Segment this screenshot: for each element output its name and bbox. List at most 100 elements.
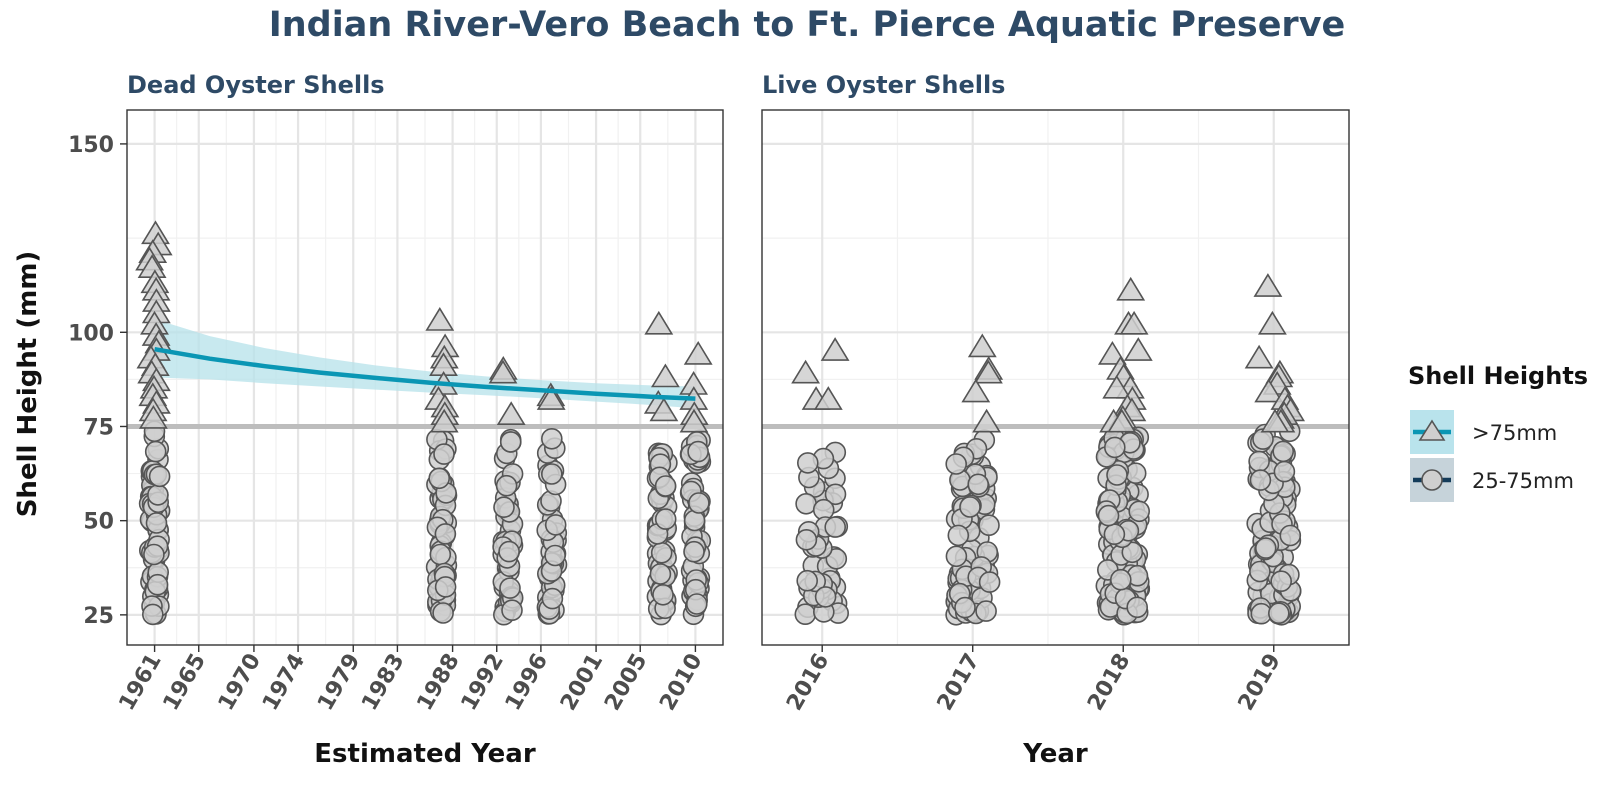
legend: Shell Heights >75mm 25-75mm [1408,362,1588,502]
point-above-75mm [425,307,455,331]
point-group [1095,276,1153,626]
point-25-75mm [1249,560,1271,583]
point-above-75mm [1254,378,1284,403]
plot-content [791,273,1306,626]
point-25-75mm [493,496,515,519]
x-tick-label: 1965 [159,650,211,716]
point-25-75mm [1121,541,1144,564]
chart-title: Indian River-Vero Beach to Ft. Pierce Aq… [269,5,1346,45]
x-tick-label: 1996 [501,650,553,716]
point-above-75mm [972,408,1002,433]
point-group [791,337,850,626]
x-tick-label: 1979 [313,650,365,716]
point-above-75mm [1257,310,1287,335]
point-25-75mm [654,475,677,497]
point-above-75mm [1123,337,1153,361]
x-tick-label: 2018 [1083,650,1135,716]
point-25-75mm [145,512,168,534]
point-25-75mm [495,474,518,497]
panel-border [761,109,1350,646]
point-above-75mm [1107,408,1137,433]
legend-title: Shell Heights [1408,362,1588,390]
y-tick-label: 75 [83,415,114,440]
y-tick-label: 25 [83,604,114,629]
point-25-75mm [540,427,563,450]
point-25-75mm [649,563,672,585]
point-25-75mm [498,540,520,563]
point-25-75mm [1248,450,1270,473]
point-25-75mm [794,603,817,626]
point-25-75mm [1249,469,1272,491]
point-group [1244,273,1306,626]
point-25-75mm [1272,440,1294,463]
point-25-75mm [501,599,523,622]
point-25-75mm [544,514,567,536]
point-above-75mm [813,386,843,410]
point-25-75mm [824,483,847,506]
point-group [135,220,174,626]
x-tick-label: 2001 [556,650,608,716]
point-25-75mm [683,509,706,532]
point-25-75mm [146,573,169,596]
point-above-75mm [644,310,674,335]
x-tick-label: 1970 [214,650,266,716]
point-above-75mm [1119,310,1149,335]
point-25-75mm [1273,460,1296,483]
point-group [424,307,460,624]
legend-label-25-75: 25-75mm [1472,469,1574,493]
point-25-75mm [978,514,1000,537]
point-25-75mm [652,583,674,606]
point-25-75mm [824,516,847,538]
point-25-75mm [796,452,819,474]
point-25-75mm [147,484,169,506]
point-25-75mm [428,467,451,490]
point-above-75mm [1244,344,1274,369]
legend-circle-icon [1421,469,1443,491]
point-25-75mm [814,586,837,608]
point-25-75mm [959,496,981,518]
x-tick-label: 2010 [655,650,707,716]
x-tick-label: 2005 [600,650,652,716]
point-25-75mm [947,524,970,547]
x-axis-title: Year [1022,739,1088,769]
point-25-75mm [499,577,521,599]
point-25-75mm [1128,500,1150,523]
y-axis: 25 50 75 100 150 [68,133,127,629]
point-25-75mm [544,544,566,567]
x-tick-label: 2016 [782,650,834,716]
point-group [536,382,568,625]
point-25-75mm [795,528,818,551]
point-25-75mm [1097,504,1120,527]
point-25-75mm [654,508,677,530]
x-tick-label: 1983 [357,650,409,716]
x-axis-title: Estimated Year [314,739,536,769]
point-25-75mm [687,440,709,463]
point-25-75mm [1103,523,1126,546]
trend-line [154,346,696,401]
point-25-75mm [945,545,968,568]
panel-subtitle: Dead Oyster Shells [127,71,385,99]
legend-triangle-icon [1418,419,1446,441]
point-25-75mm [434,576,457,598]
point-25-75mm [650,541,673,564]
point-25-75mm [1126,596,1148,619]
point-25-75mm [967,473,990,496]
point-above-75mm [679,408,709,433]
point-25-75mm [434,523,457,545]
point-25-75mm [142,603,164,626]
point-25-75mm [1270,570,1292,593]
trend-confidence-ribbon [154,319,696,409]
point-above-75mm [650,363,680,388]
panel-border [126,109,724,646]
point-group [679,340,713,626]
point-25-75mm [540,463,563,485]
point-25-75mm [433,443,455,465]
point-25-75mm [978,571,1001,593]
point-above-75mm [961,378,991,403]
x-axis: 2016 2017 2018 2019 [782,645,1286,715]
x-tick-label: 1961 [115,650,167,716]
point-group [945,333,1004,626]
